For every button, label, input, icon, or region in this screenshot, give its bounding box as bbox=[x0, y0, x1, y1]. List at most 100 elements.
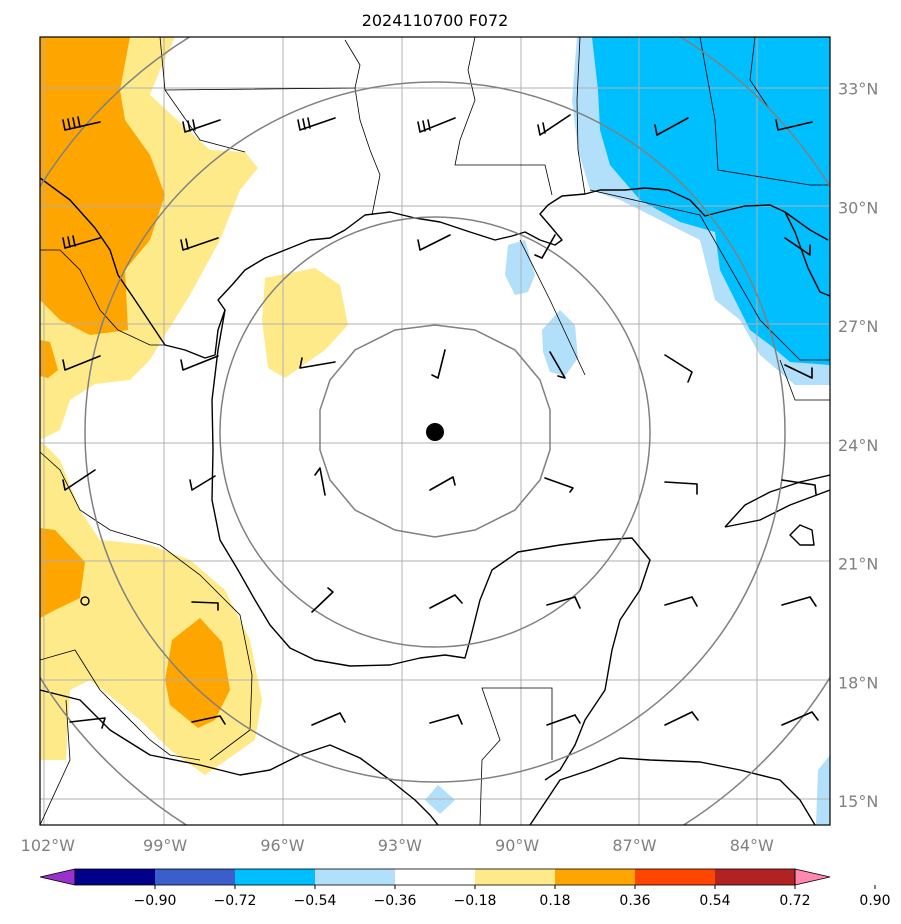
latitude-label: 24°N bbox=[838, 436, 878, 455]
negative-field-lightblue-small-1 bbox=[505, 240, 535, 295]
mexico-coast bbox=[211, 309, 651, 781]
colorbar-label: 0.90 bbox=[859, 893, 890, 909]
isle-of-youth bbox=[789, 524, 815, 546]
latitude-tick-labels: 33°N 30°N 27°N 24°N 21°N 18°N 15°N bbox=[838, 79, 878, 811]
wind-barb bbox=[180, 355, 219, 371]
wind-barb bbox=[775, 119, 813, 131]
wind-barb bbox=[544, 477, 574, 493]
latitude-label: 21°N bbox=[838, 555, 878, 574]
colorbar-bin bbox=[395, 869, 476, 885]
latitude-label: 27°N bbox=[838, 317, 878, 336]
wind-barb bbox=[534, 234, 556, 259]
wind-barb bbox=[664, 596, 698, 607]
longitude-label: 90°W bbox=[495, 836, 539, 855]
coastlines bbox=[40, 177, 830, 825]
colorbar-bin bbox=[235, 869, 316, 885]
colorbar-label: −0.18 bbox=[454, 893, 497, 909]
negative-field-blue-east bbox=[592, 37, 830, 365]
colorbar: −0.90 −0.72 −0.54 −0.36 −0.18 0.18 0.36 0.54 0.7… bbox=[39, 868, 891, 909]
colorbar-label: 0.72 bbox=[779, 893, 810, 909]
colorbar-extend-low bbox=[39, 868, 76, 886]
colorbar-label: −0.72 bbox=[214, 893, 257, 909]
wind-barb bbox=[180, 237, 219, 251]
longitude-label: 93°W bbox=[378, 836, 422, 855]
wind-barb bbox=[189, 475, 216, 491]
wind-barb bbox=[549, 351, 566, 379]
wind-barb bbox=[546, 596, 581, 609]
colorbar-bin bbox=[715, 869, 796, 885]
wind-barb bbox=[62, 469, 96, 491]
colorbar-label: 0.36 bbox=[619, 893, 650, 909]
wind-barb bbox=[784, 364, 813, 379]
us-mexico-border bbox=[40, 249, 165, 346]
colorbar-label: −0.36 bbox=[374, 893, 417, 909]
wind-barb bbox=[182, 119, 221, 133]
wind-barb bbox=[429, 714, 463, 725]
positive-field-orange-core bbox=[165, 618, 230, 728]
colorbar-bin bbox=[635, 869, 716, 885]
colorbar-label: −0.90 bbox=[134, 893, 177, 909]
longitude-label: 99°W bbox=[143, 836, 187, 855]
colorbar-outline bbox=[74, 868, 796, 886]
guatemala-border bbox=[479, 687, 553, 825]
colorbar-bin bbox=[75, 869, 156, 885]
wind-barb bbox=[781, 711, 819, 726]
wind-barb bbox=[664, 481, 698, 495]
wind-barb bbox=[429, 476, 456, 491]
wind-barb bbox=[654, 117, 689, 136]
wind-barb bbox=[417, 234, 451, 251]
colorbar-bin bbox=[155, 869, 236, 885]
latitude-label: 30°N bbox=[838, 198, 878, 217]
wind-barb bbox=[664, 354, 693, 383]
colorbar-bin bbox=[475, 869, 556, 885]
wind-barb bbox=[417, 117, 456, 133]
wind-barb bbox=[664, 711, 699, 726]
longitude-label: 87°W bbox=[612, 836, 656, 855]
wind-barb bbox=[781, 479, 817, 495]
longitude-label: 102°W bbox=[21, 836, 76, 855]
colorbar-label: 0.54 bbox=[699, 893, 730, 909]
wind-barb bbox=[431, 349, 446, 379]
latitude-label: 15°N bbox=[838, 792, 878, 811]
state-border-5 bbox=[576, 37, 586, 195]
wind-barb bbox=[546, 714, 581, 726]
negative-field-lightblue-small-2 bbox=[542, 310, 578, 376]
latitude-label: 33°N bbox=[838, 79, 878, 98]
state-border-7 bbox=[749, 37, 771, 111]
wind-barb bbox=[311, 587, 334, 613]
mexico-state-border bbox=[40, 451, 253, 761]
lake-marker bbox=[80, 596, 90, 606]
gulf-shelf-line bbox=[519, 239, 586, 376]
state-border-1 bbox=[159, 37, 246, 153]
map-panel bbox=[40, 37, 830, 825]
longitude-label: 96°W bbox=[260, 836, 304, 855]
west-border bbox=[40, 649, 201, 761]
state-border-6 bbox=[699, 37, 830, 186]
longitude-tick-labels: 102°W 99°W 96°W 93°W 90°W 87°W 84°W bbox=[21, 836, 774, 855]
wind-barb bbox=[429, 594, 463, 609]
wind-barb bbox=[62, 355, 101, 371]
state-border-4 bbox=[454, 37, 553, 196]
wind-barb bbox=[62, 116, 101, 131]
latitude-label: 18°N bbox=[838, 673, 878, 692]
wind-barbs bbox=[62, 114, 819, 729]
wind-barb bbox=[311, 712, 346, 726]
positive-field-orange-north bbox=[40, 37, 165, 335]
southeast-border bbox=[779, 359, 830, 401]
florida-coast bbox=[784, 211, 829, 241]
political-borders bbox=[40, 37, 830, 825]
range-ring-outer bbox=[84, 81, 786, 783]
cuba bbox=[724, 474, 830, 528]
wind-barb bbox=[781, 596, 817, 607]
map-title: 2024110700 F072 bbox=[362, 11, 509, 30]
florida-border bbox=[589, 189, 830, 361]
state-border-2 bbox=[164, 39, 361, 91]
range-rings bbox=[40, 37, 830, 825]
map-frame bbox=[39, 36, 831, 826]
central-america-north bbox=[529, 757, 816, 825]
colorbar-label: 0.18 bbox=[539, 893, 570, 909]
colorbar-label: −0.54 bbox=[294, 893, 337, 909]
wind-barb bbox=[297, 117, 336, 131]
negative-field-lightblue-southeast bbox=[816, 755, 830, 825]
gulf-coast-north bbox=[40, 177, 830, 359]
